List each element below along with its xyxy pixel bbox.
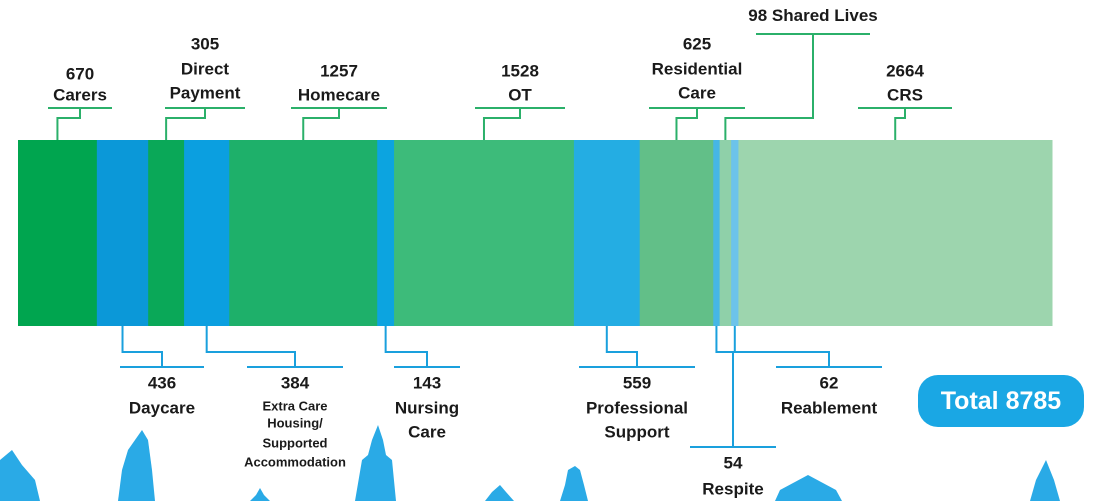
connector <box>484 108 520 140</box>
segment-name: Nursing <box>395 398 459 417</box>
segment-value: 98 <box>748 6 767 25</box>
segment-name: Payment <box>170 83 241 102</box>
segment-value: 384 <box>281 373 310 392</box>
segment-value: 1528 <box>501 61 539 80</box>
segment-name: Direct <box>181 59 230 78</box>
segment-name: OT <box>508 85 532 104</box>
bar-segment <box>184 140 230 326</box>
connector <box>57 108 80 140</box>
segment-value: 1257 <box>320 61 358 80</box>
segment-name: Accommodation <box>244 454 346 469</box>
total-word: Total <box>941 387 999 415</box>
total-label: Total 8785 <box>941 387 1062 415</box>
bar-segment <box>713 140 720 326</box>
segment-name: Reablement <box>781 398 878 417</box>
segment-value: 305 <box>191 34 219 53</box>
segment-name: Extra Care <box>262 398 327 413</box>
segment-value: 670 <box>66 64 94 83</box>
connector <box>607 326 637 367</box>
segment-name: Supported <box>263 435 328 450</box>
segment-name: CRS <box>887 85 923 104</box>
connector <box>166 108 205 140</box>
segment-value: 54 <box>724 453 743 472</box>
bar-segment <box>640 140 714 326</box>
bar-segment <box>18 140 97 326</box>
segment-name: Support <box>604 422 669 441</box>
connector <box>676 108 697 140</box>
bar-segment <box>148 140 184 326</box>
segment-name: Professional <box>586 398 688 417</box>
connector <box>895 108 905 140</box>
connector <box>725 34 813 140</box>
segment-name: Residential <box>652 59 743 78</box>
bar-segment <box>229 140 377 326</box>
bar-segment <box>394 140 574 326</box>
total-value: 8785 <box>1006 387 1062 415</box>
segment-name: Daycare <box>129 398 195 417</box>
bar-segment <box>731 140 739 326</box>
bar-segment <box>97 140 149 326</box>
bar-segment <box>720 140 732 326</box>
chart: 670 Carers 436 Daycare 305 Direct Payment 384 Ex… <box>0 0 1099 501</box>
segment-name: Care <box>678 83 716 102</box>
segment-value: 2664 <box>886 61 924 80</box>
segment-name: Carers <box>53 85 107 104</box>
connector <box>716 326 733 447</box>
page: {"chart_data":{"type":"stacked-bar", "la… <box>0 0 1099 501</box>
segment-name: Homecare <box>298 85 380 104</box>
connector <box>123 326 162 367</box>
bar-segment <box>377 140 394 326</box>
connector <box>386 326 427 367</box>
connector <box>303 108 339 140</box>
segment-value: 436 <box>148 373 176 392</box>
bar-segment <box>574 140 640 326</box>
segment-value: 625 <box>683 34 711 53</box>
segment-value: 559 <box>623 373 651 392</box>
segment-value: 62 <box>820 373 839 392</box>
segment-label: 98 Shared Lives <box>748 6 877 25</box>
connector <box>207 326 295 367</box>
connector <box>735 326 829 367</box>
segment-value: 143 <box>413 373 441 392</box>
segment-name: Shared Lives <box>772 6 878 25</box>
segment-name: Housing/ <box>267 415 323 430</box>
segment-name: Care <box>408 422 446 441</box>
segment-name: Respite <box>702 479 763 498</box>
skyline <box>0 425 1060 501</box>
bar-segment <box>738 140 1052 326</box>
